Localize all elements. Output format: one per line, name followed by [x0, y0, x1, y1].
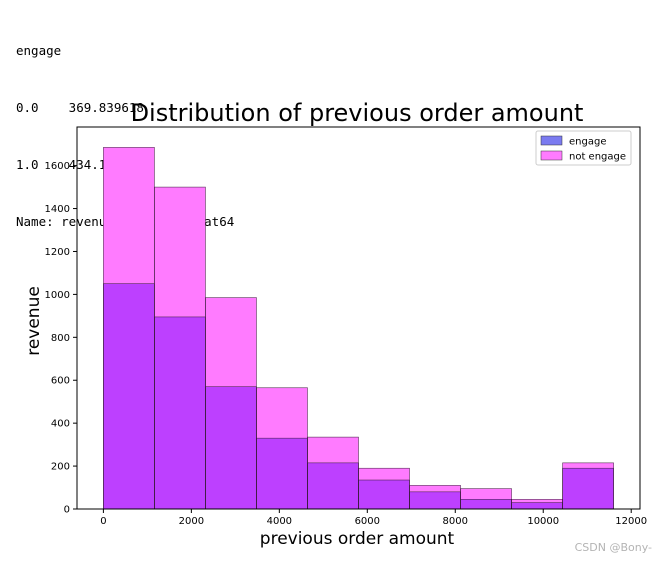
y-tick-label: 600 — [51, 376, 70, 387]
x-tick-label: 10000 — [527, 516, 559, 527]
legend-swatch-engage — [540, 135, 563, 146]
legend-label-engage: engage — [569, 137, 606, 148]
x-tick-label: 4000 — [267, 516, 292, 527]
bar-not-engage — [154, 187, 206, 317]
bar-not-engage — [511, 499, 563, 503]
bar-not-engage — [409, 485, 461, 492]
y-tick-label: 200 — [51, 462, 70, 473]
bar-overlap — [409, 491, 461, 509]
x-axis-label: previous order amount — [260, 529, 455, 549]
bar-overlap — [205, 386, 257, 509]
x-tick-label: 0 — [100, 516, 106, 527]
console-line: engage — [16, 43, 62, 58]
x-tick-label: 2000 — [179, 516, 204, 527]
console-line: 0.0 369.839618 — [16, 100, 144, 115]
bar-overlap — [154, 316, 206, 509]
y-axis-label: revenue — [24, 286, 44, 356]
x-tick-label: 6000 — [355, 516, 380, 527]
chart-title: Distribution of previous order amount — [131, 99, 584, 127]
bar-not-engage — [103, 147, 155, 284]
y-tick-label: 1200 — [45, 247, 70, 258]
bar-overlap — [256, 438, 308, 509]
bar-not-engage — [358, 468, 410, 481]
plot-frame — [76, 126, 641, 510]
bar-overlap — [460, 499, 512, 509]
bar-not-engage — [562, 462, 614, 469]
legend-swatch-not-engage — [540, 150, 563, 161]
bar-not-engage — [307, 437, 359, 463]
x-tick-label: 8000 — [443, 516, 468, 527]
bar-not-engage — [460, 488, 512, 500]
y-tick-label: 1000 — [45, 290, 70, 301]
bar-overlap — [562, 468, 614, 509]
x-tick-label: 12000 — [615, 516, 647, 527]
bar-not-engage — [205, 297, 257, 387]
legend: engage not engage — [535, 130, 632, 166]
bar-overlap — [307, 462, 359, 509]
watermark: CSDN @Bony- — [574, 541, 652, 554]
bar-not-engage — [256, 387, 308, 439]
bar-overlap — [103, 283, 155, 509]
y-tick-label: 1600 — [45, 161, 70, 172]
legend-label-not-engage: not engage — [569, 152, 626, 163]
y-tick-label: 0 — [64, 505, 70, 516]
y-tick-label: 400 — [51, 419, 70, 430]
y-tick-label: 800 — [51, 333, 70, 344]
y-tick-label: 1400 — [45, 204, 70, 215]
bar-overlap — [358, 480, 410, 509]
bar-overlap — [511, 502, 563, 509]
